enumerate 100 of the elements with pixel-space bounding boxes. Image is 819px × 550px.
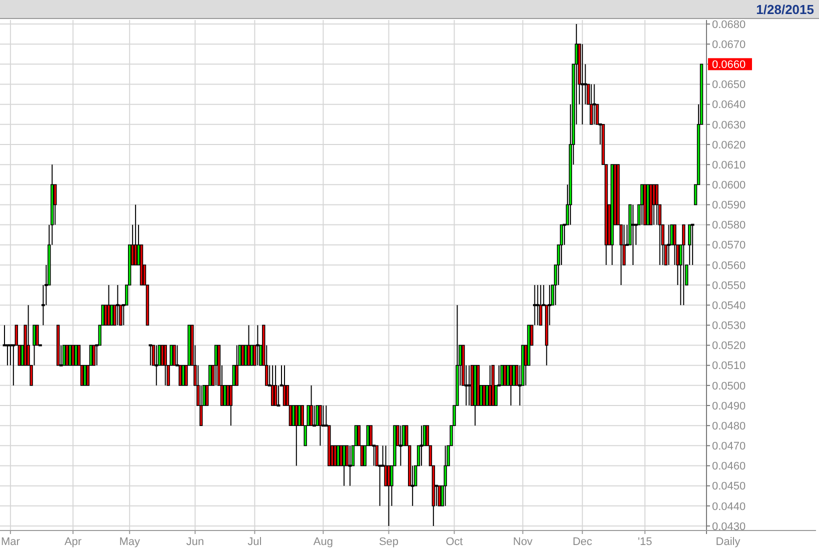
candlestick (110, 304, 114, 326)
candlestick (398, 425, 402, 466)
y-tick-label: 0.0450 (712, 480, 746, 493)
y-tick-label: 0.0460 (712, 460, 746, 473)
x-axis-title: Daily (716, 536, 741, 548)
candlestick (182, 364, 185, 386)
y-tick-label: 0.0670 (712, 38, 746, 51)
x-tick-label: Oct (446, 536, 463, 548)
candlestick (584, 64, 588, 105)
candlestick (83, 364, 87, 386)
y-tick-label: 0.0490 (712, 400, 746, 412)
candlestick (274, 364, 278, 406)
candlestick (244, 344, 248, 366)
x-tick-label: Sep (378, 536, 399, 548)
candlestick (270, 364, 274, 406)
candlestick (369, 425, 372, 446)
candlestick (444, 445, 447, 506)
candlestick (104, 304, 108, 326)
y-tick-label: 0.0680 (712, 18, 746, 31)
candlestick (384, 445, 388, 486)
candlestick (65, 344, 69, 366)
candlestick (339, 445, 343, 466)
candlestick (512, 364, 516, 386)
candlestick (485, 385, 489, 406)
x-tick-label: '15 (638, 536, 652, 548)
candlestick (640, 184, 644, 226)
candlestick (342, 445, 346, 486)
candlestick (199, 384, 203, 426)
x-tick-label: Jun (186, 536, 204, 548)
y-tick-label: 0.0520 (712, 340, 746, 352)
y-tick-label: 0.0550 (712, 280, 746, 292)
y-tick-label: 0.0580 (712, 220, 746, 232)
candlestick (387, 465, 390, 526)
candlestick (438, 485, 441, 506)
y-tick-label: 0.0470 (712, 440, 746, 453)
x-tick-label: Nov (513, 536, 534, 548)
candlestick (673, 224, 676, 266)
candlestick (298, 405, 301, 426)
candlestick (134, 204, 138, 266)
candlestick (62, 344, 66, 366)
candlestick (334, 445, 337, 466)
y-tick-label: 0.0590 (712, 200, 746, 212)
candlestick (214, 344, 218, 386)
y-tick-label: 0.0480 (712, 420, 746, 432)
y-tick-label: 0.0640 (712, 99, 746, 112)
x-tick-label: Apr (64, 536, 82, 548)
y-tick-label: 0.0560 (712, 260, 746, 272)
candlestick (316, 405, 319, 426)
candlestick (592, 84, 596, 125)
y-tick-label: 0.0610 (712, 159, 746, 172)
y-tick-label: 0.0630 (712, 119, 746, 132)
text: 0.0660 (712, 59, 746, 72)
y-tick-label: 0.0430 (712, 520, 746, 533)
candlestick (310, 384, 313, 426)
y-tick-label: 0.0530 (712, 320, 746, 332)
text: 1/28/2015 (756, 2, 814, 17)
candlestick (241, 344, 244, 366)
candlestick (178, 364, 182, 386)
candlestick (682, 224, 686, 306)
candlestick (247, 324, 250, 366)
candlestick (336, 445, 340, 466)
y-tick-label: 0.0540 (712, 300, 746, 312)
candlestick (312, 405, 316, 427)
candlestick (590, 84, 593, 125)
candlestick (506, 364, 510, 386)
candlestick (107, 284, 110, 326)
y-tick-label: 0.0620 (712, 139, 746, 152)
candlestick (235, 344, 238, 386)
candlestick (68, 344, 72, 366)
y-tick-label: 0.0500 (712, 380, 746, 392)
candlestick (74, 344, 78, 366)
candlestick (172, 344, 176, 366)
x-tick-label: Aug (313, 536, 333, 548)
candlestick (488, 364, 492, 406)
candlestick (54, 184, 57, 226)
x-tick-label: Mar (0, 536, 20, 548)
x-tick-label: Dec (572, 536, 593, 548)
candlestick (536, 284, 540, 326)
candlestick (294, 405, 298, 466)
candlestick (116, 284, 120, 326)
x-tick-label: Jul (248, 536, 262, 548)
candlestick (292, 405, 296, 426)
candlestick (375, 445, 378, 466)
candlestick (282, 364, 286, 406)
candlestick (482, 385, 486, 406)
candlestick (503, 364, 507, 386)
candlestick (667, 224, 670, 266)
candlestick (92, 344, 96, 366)
y-tick-label: 0.0600 (712, 179, 746, 192)
candlestick (318, 405, 322, 446)
candlestick (500, 364, 504, 386)
y-tick-label: 0.0440 (712, 500, 746, 513)
candlestick (655, 184, 658, 226)
y-tick-label: 0.0570 (712, 240, 746, 252)
candlestick (560, 224, 564, 266)
candlestick (539, 284, 542, 326)
candlestick (164, 344, 167, 386)
x-tick-label: May (119, 536, 140, 548)
candlestick (160, 344, 164, 366)
candlestick (154, 344, 158, 386)
